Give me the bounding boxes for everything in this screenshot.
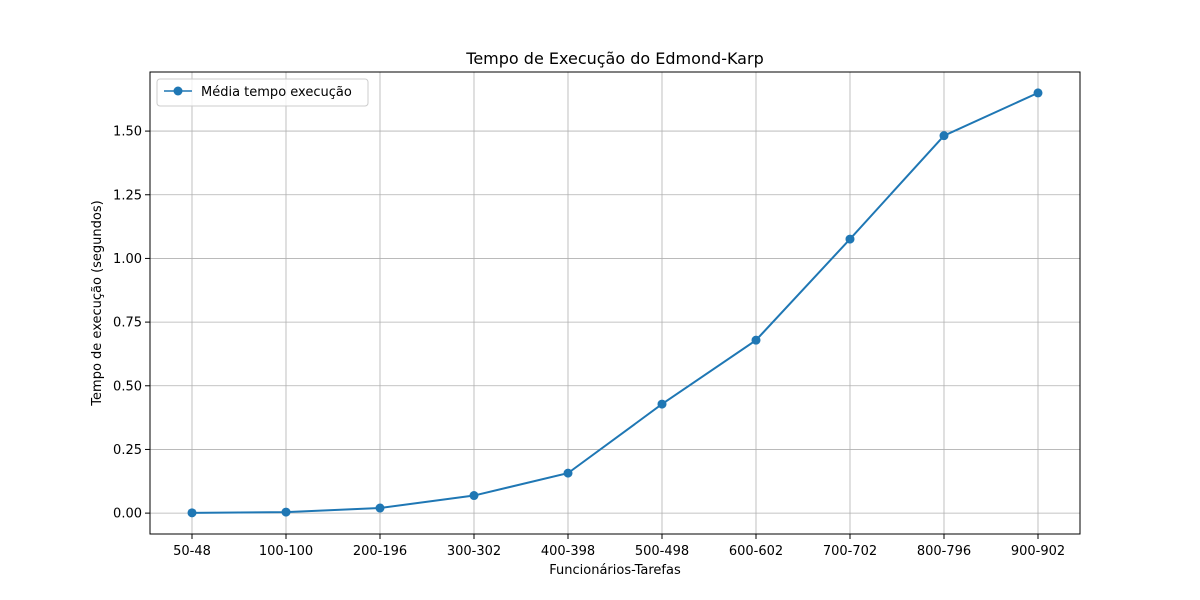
- legend-box: [156, 78, 369, 107]
- data-point: [939, 131, 949, 141]
- x-tick-label: 800-796: [917, 544, 971, 559]
- data-point: [1033, 88, 1043, 98]
- y-tick-label: 1.00: [113, 252, 142, 267]
- data-point: [375, 503, 385, 513]
- x-tick-label: 600-602: [729, 544, 783, 559]
- data-point: [845, 234, 855, 244]
- x-tick-label: 200-196: [353, 544, 407, 559]
- x-tick-label: 100-100: [259, 544, 313, 559]
- plot-frame: [149, 71, 1081, 535]
- data-point: [469, 491, 479, 501]
- y-axis: 0.00 0.25 0.50 0.75 1.00 1.25 1.50: [113, 125, 150, 522]
- legend: Média tempo execução: [156, 78, 369, 107]
- y-tick-label: 0.50: [113, 379, 142, 394]
- y-tick-label: 0.25: [113, 443, 142, 458]
- data-point: [657, 399, 667, 409]
- data-point: [563, 468, 573, 478]
- x-tick-label: 900-902: [1011, 544, 1065, 559]
- x-tick-label: 50-48: [173, 544, 211, 559]
- y-tick-label: 1.50: [113, 125, 142, 140]
- legend-label: Média tempo execução: [201, 85, 352, 100]
- y-axis-label: Tempo de execução (segundos): [90, 200, 105, 406]
- x-axis-label: Funcionários-Tarefas: [549, 563, 681, 578]
- series-layer: [187, 88, 1043, 518]
- x-tick-label: 300-302: [447, 544, 501, 559]
- y-tick-label: 0.00: [113, 507, 142, 522]
- y-tick-label: 0.75: [113, 316, 142, 331]
- x-tick-label: 500-498: [635, 544, 689, 559]
- x-axis: 50-48 100-100 200-196 300-302 400-398 500-498…: [173, 534, 1065, 559]
- data-point: [187, 508, 197, 518]
- data-point: [751, 335, 761, 345]
- data-point: [281, 507, 291, 517]
- x-tick-label: 400-398: [541, 544, 595, 559]
- grid: [150, 72, 1080, 534]
- x-tick-label: 700-702: [823, 544, 877, 559]
- y-tick-label: 1.25: [113, 188, 142, 203]
- chart-title: Tempo de Execução do Edmond-Karp: [465, 49, 763, 68]
- legend-point-marker: [173, 86, 183, 96]
- series-line: [191, 91, 1039, 514]
